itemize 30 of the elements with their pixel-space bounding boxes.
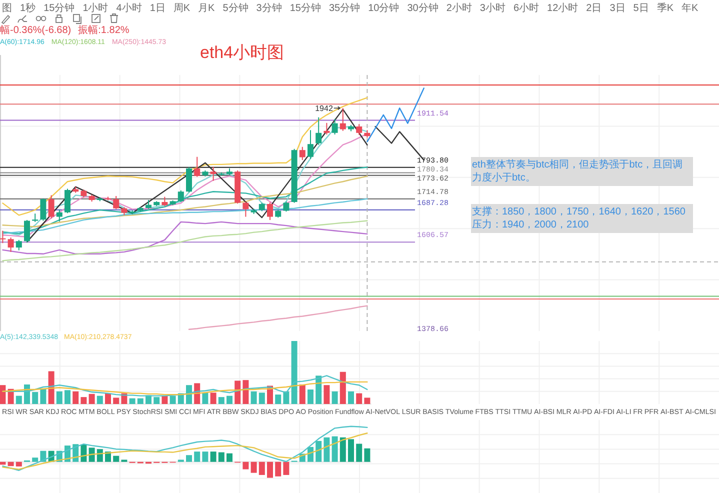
text: 5分钟: [222, 2, 248, 14]
text: 4小时: [116, 2, 142, 14]
text: 15分钟: [290, 2, 321, 14]
text: 季K: [656, 2, 674, 14]
text: 10分钟: [368, 2, 400, 14]
text: 2小时: [446, 2, 472, 14]
text: 5日: [633, 3, 649, 14]
text: 30分钟: [407, 2, 438, 14]
text: 振幅:1.82%: [78, 24, 130, 36]
text: 12小时: [547, 2, 578, 14]
text: 幅-0.36%(-6.68): [0, 24, 72, 36]
text: 2日: [586, 3, 602, 14]
text: 1小时: [82, 2, 108, 14]
text: 1秒: [20, 2, 36, 14]
chart-title: eth4小时图: [200, 43, 284, 62]
text: eth整体节奏与btc相同，但走势强于btc，且回调力度小于btc。: [472, 158, 683, 184]
text: 图: [2, 3, 12, 14]
text: 3小时: [480, 2, 506, 14]
text: 3日: [610, 3, 626, 14]
text: 压力：1940，2000，2100: [472, 218, 590, 230]
text: 周K: [173, 3, 190, 14]
text: 35分钟: [328, 2, 360, 14]
text: 支撑：1850，1800，1750，1640，1620，1560: [472, 206, 686, 218]
text: 年K: [682, 2, 699, 14]
text: 月K: [198, 3, 216, 14]
annotation: 1942: [315, 104, 334, 114]
text: 3分钟: [256, 2, 282, 14]
text: 6小时: [513, 2, 540, 14]
text: 15分钟: [44, 2, 75, 14]
text: 1日: [150, 3, 166, 14]
